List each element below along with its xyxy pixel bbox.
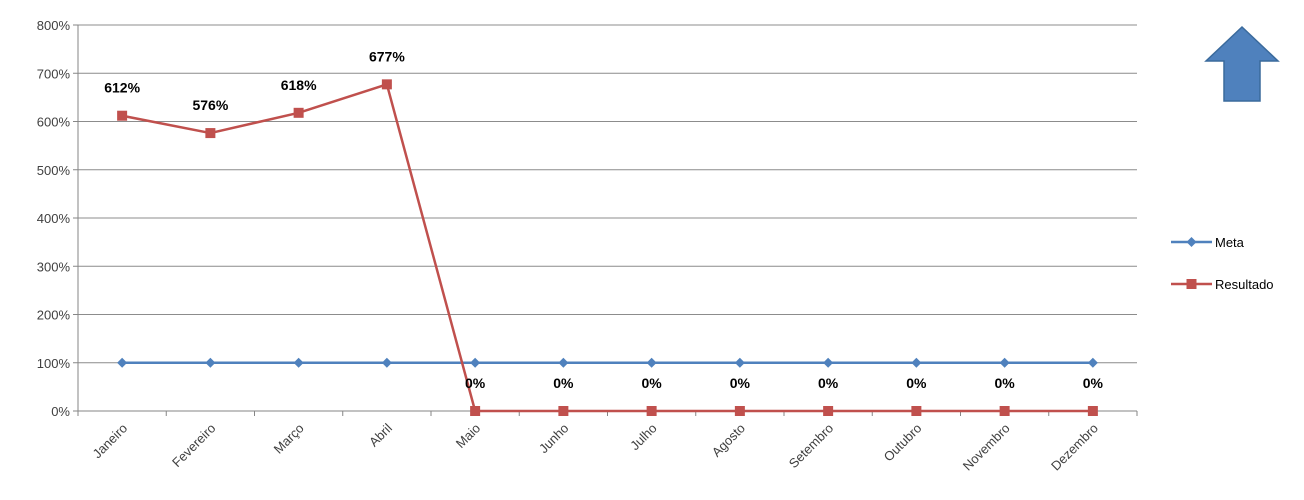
up-arrow-icon bbox=[1204, 25, 1280, 102]
data-point bbox=[646, 406, 657, 416]
data-label: 0% bbox=[730, 375, 751, 391]
y-axis-ticks: 0% 100% 200% 300% 400% 500% 600% 700% 800% bbox=[37, 18, 71, 419]
data-point bbox=[734, 357, 745, 368]
y-tick-label: 400% bbox=[37, 211, 71, 226]
data-point bbox=[470, 357, 481, 368]
data-label: 612% bbox=[104, 80, 140, 96]
x-tick-label: Maio bbox=[453, 421, 484, 452]
x-tick-label: Janeiro bbox=[89, 421, 130, 462]
data-point bbox=[558, 406, 569, 416]
data-point bbox=[205, 357, 216, 368]
legend: Meta Resultado bbox=[1171, 235, 1274, 292]
data-point bbox=[911, 357, 922, 368]
data-point bbox=[205, 128, 216, 139]
series-line bbox=[121, 83, 1093, 413]
x-tick-label: Março bbox=[271, 421, 307, 457]
x-tick-label: Julho bbox=[627, 421, 660, 454]
data-label: 618% bbox=[281, 77, 317, 93]
data-point bbox=[470, 406, 481, 416]
data-point bbox=[558, 357, 569, 368]
legend-marker bbox=[1186, 237, 1197, 247]
y-tick-label: 100% bbox=[37, 356, 71, 371]
series-layer bbox=[117, 79, 1098, 416]
data-point bbox=[117, 357, 128, 368]
y-tick-label: 500% bbox=[37, 163, 71, 178]
y-tick-label: 200% bbox=[37, 308, 71, 323]
data-label: 0% bbox=[995, 375, 1016, 391]
data-point bbox=[911, 406, 922, 416]
data-point bbox=[823, 357, 834, 368]
y-tick-label: 600% bbox=[37, 115, 71, 130]
data-label: 677% bbox=[369, 48, 405, 64]
x-axis-ticks: Janeiro Fevereiro Março Abril Maio Junho Julho… bbox=[77, 411, 1138, 474]
data-labels: 612% 576% 618% 677% 0% 0% 0% 0% 0% 0% 0% 0% bbox=[104, 48, 1103, 391]
x-tick-label: Abril bbox=[366, 420, 395, 449]
data-point bbox=[1087, 406, 1098, 416]
legend-label: Resultado bbox=[1215, 277, 1274, 292]
y-tick-label: 300% bbox=[37, 259, 71, 274]
data-label: 576% bbox=[192, 97, 228, 113]
x-tick-label: Agosto bbox=[709, 421, 748, 460]
data-label: 0% bbox=[1083, 375, 1104, 391]
data-point bbox=[734, 406, 745, 416]
data-point bbox=[381, 79, 392, 90]
data-point bbox=[293, 107, 304, 118]
data-point bbox=[999, 406, 1010, 416]
data-label: 0% bbox=[906, 375, 927, 391]
y-tick-label: 800% bbox=[37, 18, 71, 33]
x-tick-label: Dezembro bbox=[1048, 421, 1101, 474]
x-tick-label: Novembro bbox=[960, 421, 1013, 474]
data-point bbox=[646, 357, 657, 368]
legend-marker bbox=[1186, 279, 1197, 289]
y-tick-label: 700% bbox=[37, 66, 71, 81]
data-label: 0% bbox=[553, 375, 574, 391]
x-tick-label: Junho bbox=[536, 421, 572, 457]
data-point bbox=[293, 357, 304, 368]
data-label: 0% bbox=[818, 375, 839, 391]
gridlines bbox=[73, 24, 1137, 412]
data-point bbox=[999, 357, 1010, 368]
x-tick-label: Fevereiro bbox=[169, 421, 218, 470]
data-point bbox=[1087, 357, 1098, 368]
data-point bbox=[381, 357, 392, 368]
data-label: 0% bbox=[642, 375, 663, 391]
x-tick-label: Setembro bbox=[786, 421, 836, 471]
data-point bbox=[117, 110, 128, 121]
legend-label: Meta bbox=[1215, 235, 1245, 250]
data-point bbox=[823, 406, 834, 416]
x-tick-label: Outubro bbox=[881, 421, 925, 465]
up-arrow-shape bbox=[1204, 25, 1280, 102]
y-tick-label: 0% bbox=[51, 404, 70, 419]
data-label: 0% bbox=[465, 375, 486, 391]
